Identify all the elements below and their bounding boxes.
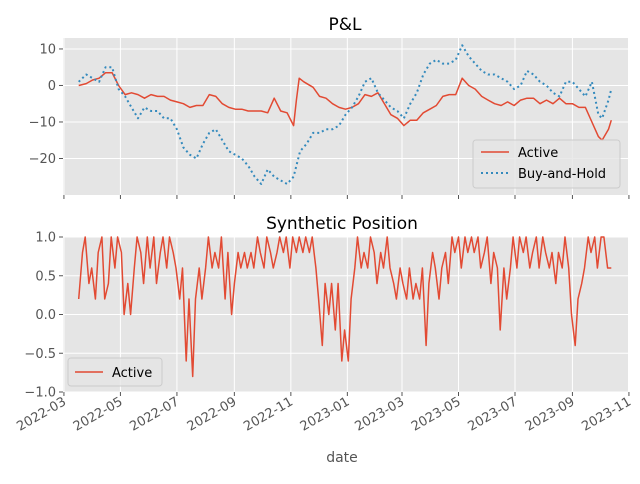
pnl-legend-buyhold-label: Buy-and-Hold — [518, 167, 606, 182]
position-gridlines — [63, 236, 628, 393]
pnl-y-tick-label: 0 — [48, 79, 56, 94]
pnl-y-ticks: 10 0 −10 −20 — [29, 42, 63, 167]
position-y-ticks: 1.0 0.5 0.0 −0.5 −1.0 — [24, 231, 63, 401]
pnl-series-buy-and-hold-line — [78, 44, 613, 185]
position-y-tick-label: −1.0 — [24, 386, 56, 401]
pnl-legend-active-label: Active — [518, 146, 558, 161]
pnl-y-tick-label: −20 — [29, 152, 56, 167]
position-legend: Active — [67, 357, 163, 387]
pnl-x-ticks — [63, 195, 630, 199]
position-y-tick-label: 0.0 — [35, 308, 56, 323]
pnl-y-tick-label: 10 — [39, 42, 56, 57]
position-y-tick-label: 1.0 — [35, 231, 56, 246]
position-y-tick-label: 0.5 — [35, 269, 56, 284]
pnl-panel: 10 0 −10 −20 P&L Active Buy-and-Hold — [29, 15, 630, 199]
pnl-y-tick-label: −10 — [29, 115, 56, 130]
pnl-series-active-line — [78, 71, 613, 141]
position-series-active-line — [77, 236, 612, 378]
pnl-legend: Active Buy-and-Hold — [472, 139, 621, 189]
pnl-title: P&L — [329, 15, 363, 35]
pnl-series — [78, 44, 613, 185]
position-legend-box — [67, 357, 163, 387]
position-y-tick-label: −0.5 — [24, 347, 56, 362]
pnl-legend-box — [472, 139, 621, 189]
position-series — [77, 236, 612, 378]
x-axis-label: date — [326, 450, 358, 466]
position-legend-active-label: Active — [112, 366, 152, 381]
position-title: Synthetic Position — [266, 214, 418, 234]
